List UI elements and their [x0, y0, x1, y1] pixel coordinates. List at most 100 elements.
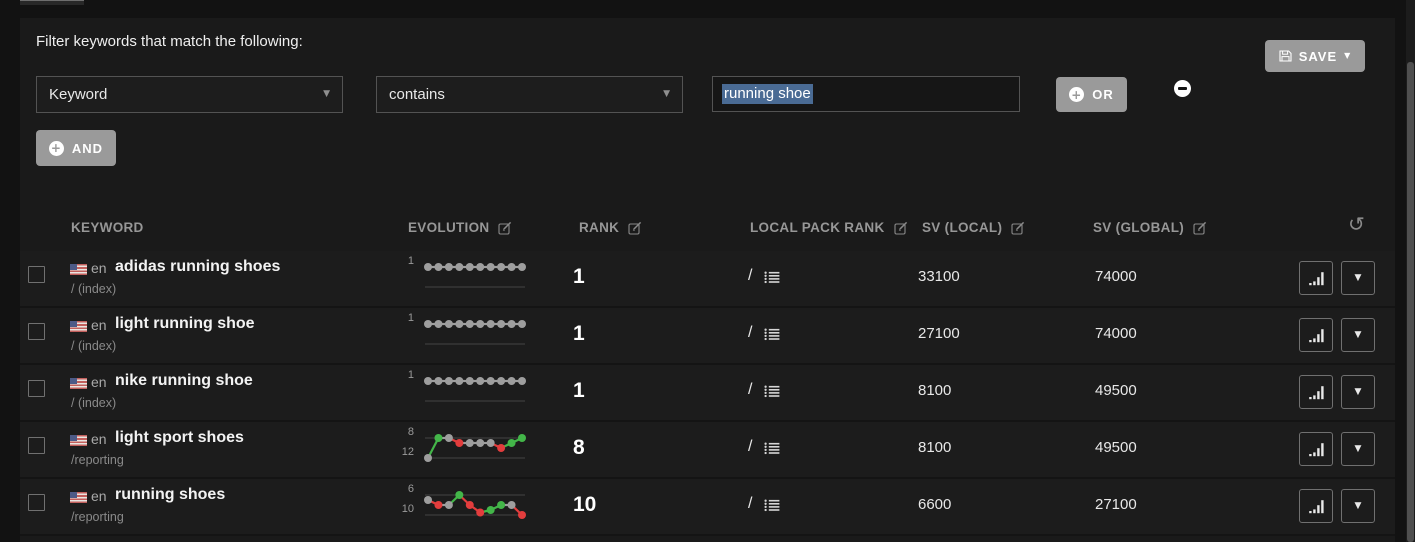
row-rank: 1 — [573, 322, 585, 345]
row-page-path: / (index) — [71, 396, 117, 410]
row-sv-local: 6600 — [918, 496, 952, 513]
field-select[interactable]: Keyword ▼ — [36, 76, 343, 113]
row-sv-local: 27100 — [918, 325, 960, 342]
edit-column-icon[interactable] — [1193, 221, 1207, 235]
row-dropdown-button[interactable]: ▼ — [1341, 432, 1375, 466]
minus-icon — [1178, 87, 1187, 90]
evolution-sparkline — [424, 434, 526, 462]
operator-select-value: contains — [389, 86, 445, 103]
row-keyword: nike running shoe — [115, 372, 253, 389]
row-local-pack-rank: / — [748, 438, 753, 455]
chevron-down-icon: ▼ — [1354, 443, 1362, 454]
row-checkbox[interactable] — [28, 494, 45, 511]
row-dropdown-button[interactable]: ▼ — [1341, 261, 1375, 295]
row-dropdown-button[interactable]: ▼ — [1341, 318, 1375, 352]
chevron-down-icon: ▼ — [1344, 51, 1352, 60]
row-sv-global: 74000 — [1095, 268, 1137, 285]
keyword-value-input[interactable]: running shoe — [712, 76, 1020, 112]
row-chart-button[interactable] — [1299, 489, 1333, 523]
column-header-evolution: EVOLUTION — [408, 220, 512, 235]
scrollbar-thumb[interactable] — [1407, 62, 1414, 542]
row-keyword: light running shoe — [115, 315, 255, 332]
us-flag-icon — [70, 435, 87, 446]
row-sv-local: 33100 — [918, 268, 960, 285]
row-sv-local: 8100 — [918, 382, 952, 399]
row-page-path: /reporting — [71, 510, 124, 524]
row-checkbox[interactable] — [28, 437, 45, 454]
row-checkbox[interactable] — [28, 266, 45, 283]
row-rank: 1 — [573, 379, 585, 402]
list-icon[interactable] — [764, 385, 780, 398]
row-dropdown-button[interactable]: ▼ — [1341, 375, 1375, 409]
table-row: en adidas running shoes / (index) 1 1 / 33100 7… — [20, 251, 1395, 308]
edit-column-icon[interactable] — [628, 221, 642, 235]
column-header-label: RANK — [579, 220, 620, 235]
column-header-keyword: KEYWORD — [71, 220, 144, 235]
evolution-sparkline — [424, 377, 526, 402]
tab-indicator[interactable] — [20, 0, 84, 5]
floppy-disk-icon — [1279, 50, 1292, 62]
us-flag-icon — [70, 264, 87, 275]
list-icon[interactable] — [764, 328, 780, 341]
evolution-sparkline — [424, 263, 526, 288]
list-icon[interactable] — [764, 271, 780, 284]
edit-column-icon[interactable] — [893, 221, 908, 235]
column-header-local-pack-rank: LOCAL PACK RANK — [750, 220, 908, 235]
or-button-label: OR — [1092, 87, 1114, 102]
and-button[interactable]: + AND — [36, 130, 116, 166]
filter-title: Filter keywords that match the following… — [36, 33, 303, 50]
us-flag-icon — [70, 321, 87, 332]
column-header-sv-local: SV (LOCAL) — [922, 220, 1025, 235]
evolution-axis-label-bottom: 10 — [401, 503, 414, 515]
row-language: en — [91, 488, 107, 504]
column-header-label: SV (GLOBAL) — [1093, 220, 1185, 235]
row-page-path: / (index) — [71, 339, 117, 353]
row-keyword: light sport shoes — [115, 429, 244, 446]
list-icon[interactable] — [764, 442, 780, 455]
row-sv-global: 74000 — [1095, 325, 1137, 342]
us-flag-icon — [70, 378, 87, 389]
edit-column-icon[interactable] — [498, 221, 512, 235]
save-button[interactable]: SAVE ▼ — [1265, 40, 1365, 72]
row-checkbox[interactable] — [28, 323, 45, 340]
evolution-axis-label-bottom: 12 — [401, 446, 414, 458]
row-chart-button[interactable] — [1299, 432, 1333, 466]
keyword-table-body: en adidas running shoes / (index) 1 1 / 33100 7… — [20, 251, 1395, 536]
chevron-down-icon: ▼ — [1354, 386, 1362, 397]
row-page-path: /reporting — [71, 453, 124, 467]
or-button[interactable]: + OR — [1056, 77, 1127, 112]
table-row: en light sport shoes/reporting 8 12 8 / 8100 49… — [20, 422, 1395, 479]
plus-circle-icon: + — [48, 140, 64, 156]
row-keyword: adidas running shoes — [115, 258, 281, 275]
scrollbar-track[interactable] — [1406, 0, 1415, 542]
chevron-down-icon: ▼ — [1354, 329, 1362, 340]
remove-condition-icon[interactable] — [1174, 80, 1191, 97]
column-header-label: KEYWORD — [71, 220, 144, 235]
column-header-sv-global: SV (GLOBAL) — [1093, 220, 1207, 235]
row-local-pack-rank: / — [748, 381, 753, 398]
edit-column-icon[interactable] — [1011, 221, 1025, 235]
row-keyword: running shoes — [115, 486, 226, 503]
row-checkbox[interactable] — [28, 380, 45, 397]
row-local-pack-rank: / — [748, 267, 753, 284]
evolution-sparkline — [424, 491, 526, 519]
row-sv-global: 27100 — [1095, 496, 1137, 513]
us-flag-icon — [70, 492, 87, 503]
evolution-axis-label-top: 6 — [407, 483, 414, 495]
chevron-down-icon: ▼ — [323, 89, 330, 99]
evolution-axis-label-top: 1 — [407, 255, 414, 267]
row-dropdown-button[interactable]: ▼ — [1341, 489, 1375, 523]
row-rank: 10 — [573, 493, 597, 516]
row-chart-button[interactable] — [1299, 318, 1333, 352]
row-sv-global: 49500 — [1095, 439, 1137, 456]
chevron-down-icon: ▼ — [1354, 500, 1362, 511]
list-icon[interactable] — [764, 499, 780, 512]
row-chart-button[interactable] — [1299, 375, 1333, 409]
row-chart-button[interactable] — [1299, 261, 1333, 295]
row-local-pack-rank: / — [748, 324, 753, 341]
refresh-icon[interactable]: ↺ — [1348, 212, 1365, 236]
evolution-axis-label-top: 8 — [407, 426, 414, 438]
evolution-axis-label-top: 1 — [407, 312, 414, 324]
operator-select[interactable]: contains ▼ — [376, 76, 683, 113]
row-local-pack-rank: / — [748, 495, 753, 512]
